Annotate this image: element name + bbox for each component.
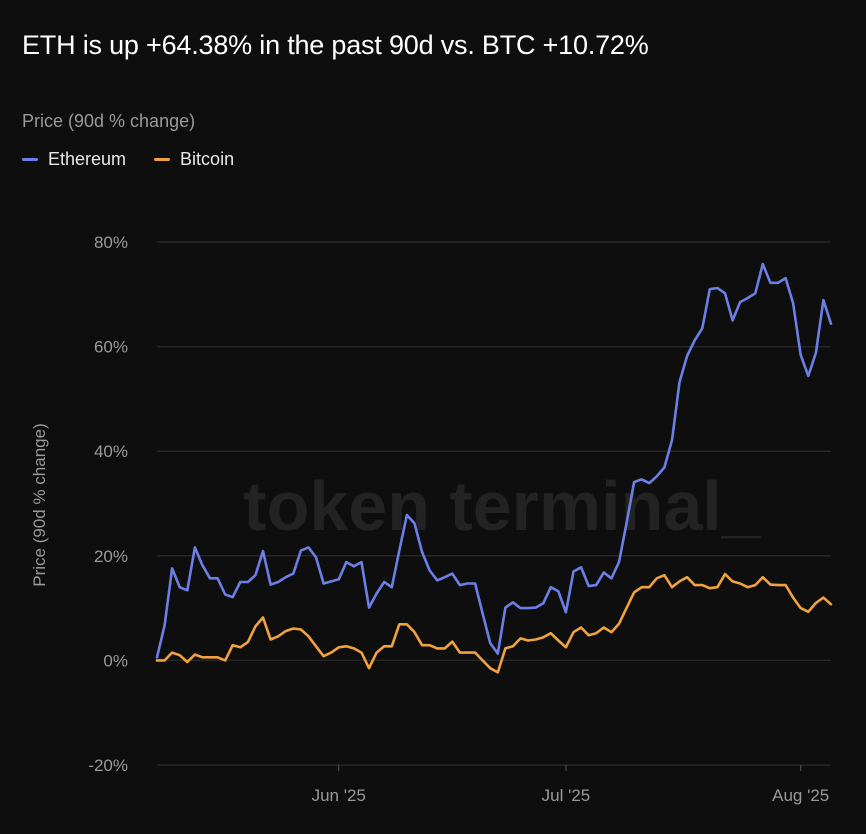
legend-swatch-ethereum (22, 158, 38, 161)
legend-label-ethereum: Ethereum (48, 149, 127, 169)
y-tick-label: 0% (103, 651, 128, 670)
y-tick-label: 80% (94, 233, 128, 252)
x-tick-label: Jun '25 (312, 786, 366, 805)
x-tick-label: Aug '25 (772, 786, 829, 805)
legend: Ethereum Bitcoin (22, 149, 234, 170)
legend-label-bitcoin: Bitcoin (180, 149, 235, 169)
legend-swatch-bitcoin (154, 158, 171, 161)
chart-subtitle: Price (90d % change) (22, 111, 196, 131)
legend-item-bitcoin[interactable]: Bitcoin (154, 149, 234, 170)
chart-title: ETH is up +64.38% in the past 90d vs. BT… (22, 30, 649, 60)
y-tick-label: -20% (88, 756, 128, 775)
x-tick-label: Jul '25 (542, 786, 591, 805)
series-line-ethereum (155, 262, 833, 659)
y-tick-label: 20% (94, 547, 128, 566)
series-line-bitcoin (155, 572, 833, 674)
y-axis-label: Price (90d % change) (30, 423, 49, 586)
watermark: token terminal_ (243, 467, 761, 545)
y-tick-label: 40% (94, 442, 128, 461)
legend-item-ethereum[interactable]: Ethereum (22, 149, 126, 170)
y-tick-label: 60% (94, 338, 128, 357)
